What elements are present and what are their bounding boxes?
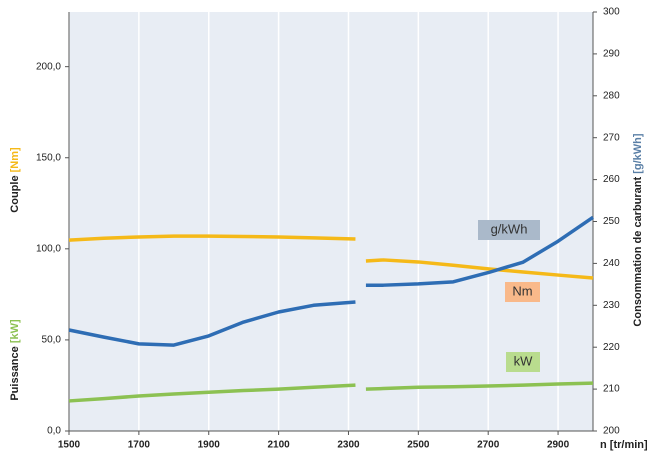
y2-label-unit: [g/kWh] — [632, 133, 644, 174]
x-axis-label: n [tr/min] — [600, 439, 647, 451]
series-label: g/kWh — [491, 221, 528, 236]
y-axis-label: Couple [Nm] — [9, 147, 21, 213]
y-axis-label: Puissance [kW] — [9, 319, 21, 401]
x-tick-label: 2900 — [547, 440, 570, 451]
series-line — [68, 215, 594, 347]
x-tick-label: 2300 — [337, 440, 360, 451]
y2-tick-label: 200 — [603, 426, 620, 437]
y-label-unit: [kW] — [9, 319, 21, 343]
y2-tick-label: 230 — [603, 300, 620, 311]
series-label: Nm — [512, 283, 532, 298]
x-tick-label: 2700 — [477, 440, 500, 451]
series-line — [68, 381, 594, 403]
y-tick-label: 100,0 — [36, 243, 61, 254]
y2-tick-label: 300 — [603, 7, 620, 18]
x-tick-label: 2500 — [407, 440, 430, 451]
series-line — [68, 234, 594, 280]
y2-tick-label: 250 — [603, 216, 620, 227]
y2-axis-label: Consommation de carburant [g/kWh] — [632, 133, 644, 326]
y-tick-label: 200,0 — [36, 61, 61, 72]
y-label-name: Couple — [9, 175, 21, 212]
x-tick-label: 1900 — [198, 440, 221, 451]
x-tick-label: 1700 — [128, 440, 151, 451]
y-label-unit: [Nm] — [9, 147, 21, 172]
y2-tick-label: 270 — [603, 132, 620, 143]
x-tick-label: 1500 — [58, 440, 81, 451]
y2-tick-label: 280 — [603, 90, 620, 101]
y-tick-label: 150,0 — [36, 152, 61, 163]
y2-tick-label: 260 — [603, 174, 620, 185]
x-tick-label: 2100 — [267, 440, 290, 451]
y-tick-label: 50,0 — [42, 335, 62, 346]
series-label: kW — [514, 353, 534, 368]
y2-tick-label: 210 — [603, 384, 620, 395]
series-label-box — [505, 282, 540, 302]
y-tick-label: 0,0 — [47, 426, 61, 437]
series-label-box — [478, 220, 540, 240]
y2-label-name: Consommation de carburant — [632, 176, 644, 326]
y2-tick-label: 290 — [603, 49, 620, 60]
y2-tick-label: 220 — [603, 342, 620, 353]
series-label-box — [506, 352, 540, 372]
y-label-name: Puissance — [9, 346, 21, 400]
y2-tick-label: 240 — [603, 258, 620, 269]
